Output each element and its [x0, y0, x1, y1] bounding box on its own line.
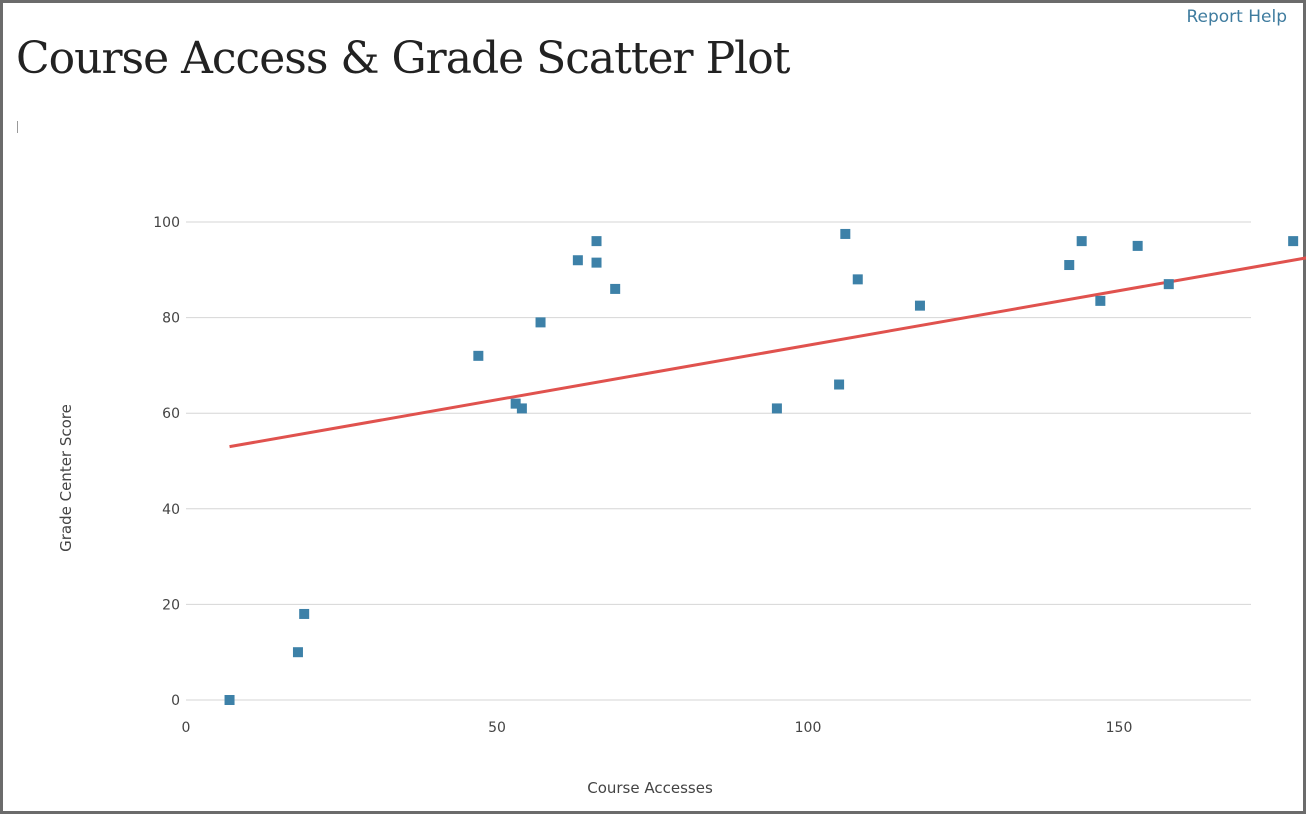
y-tick-label: 40 [162, 502, 180, 518]
y-tick-label: 20 [162, 597, 180, 613]
data-point-11 [771, 403, 782, 414]
data-point-17 [1076, 236, 1087, 247]
x-axis-ticks: 050100150200250300 [182, 720, 1133, 736]
y-tick-label: 0 [171, 693, 180, 709]
y-tick-label: 60 [162, 406, 180, 422]
data-point-12 [834, 379, 845, 390]
data-point-9 [591, 236, 602, 247]
x-tick-label: 150 [1106, 720, 1133, 736]
data-point-18 [1095, 295, 1106, 306]
x-tick-label: 0 [182, 720, 191, 736]
grid-lines [186, 221, 1251, 701]
x-axis-label: Course Accesses [587, 779, 713, 797]
data-point-10 [610, 283, 621, 294]
data-point-1 [292, 647, 303, 658]
y-tick-label: 100 [153, 215, 180, 231]
y-axis-label: Grade Center Score [57, 404, 75, 552]
data-point-21 [1288, 236, 1299, 247]
data-point-20 [1163, 279, 1174, 290]
decorative-tick-mark [17, 121, 18, 133]
y-axis-ticks: 0 20 40 60 80 100 [153, 215, 180, 709]
data-point-0 [224, 695, 235, 705]
data-point-5 [516, 403, 527, 414]
x-tick-label: 50 [488, 720, 506, 736]
data-point-2 [299, 608, 310, 619]
data-point-3 [473, 350, 484, 361]
data-point-16 [1064, 260, 1075, 271]
trend-line-layer [229, 256, 1306, 449]
data-point-19 [1132, 240, 1143, 251]
report-help-link[interactable]: Report Help [1186, 7, 1287, 27]
data-point-7 [572, 255, 583, 266]
data-point-6 [535, 317, 546, 328]
trend-line [229, 256, 1306, 449]
data-point-4 [510, 398, 521, 409]
y-tick-label: 80 [162, 311, 180, 327]
data-point-13 [840, 228, 851, 239]
page-title: Course Access & Grade Scatter Plot [16, 33, 790, 84]
data-points [224, 228, 1299, 705]
data-point-14 [852, 274, 863, 285]
data-point-8 [591, 257, 602, 268]
data-point-15 [914, 300, 925, 311]
x-tick-label: 100 [795, 720, 822, 736]
